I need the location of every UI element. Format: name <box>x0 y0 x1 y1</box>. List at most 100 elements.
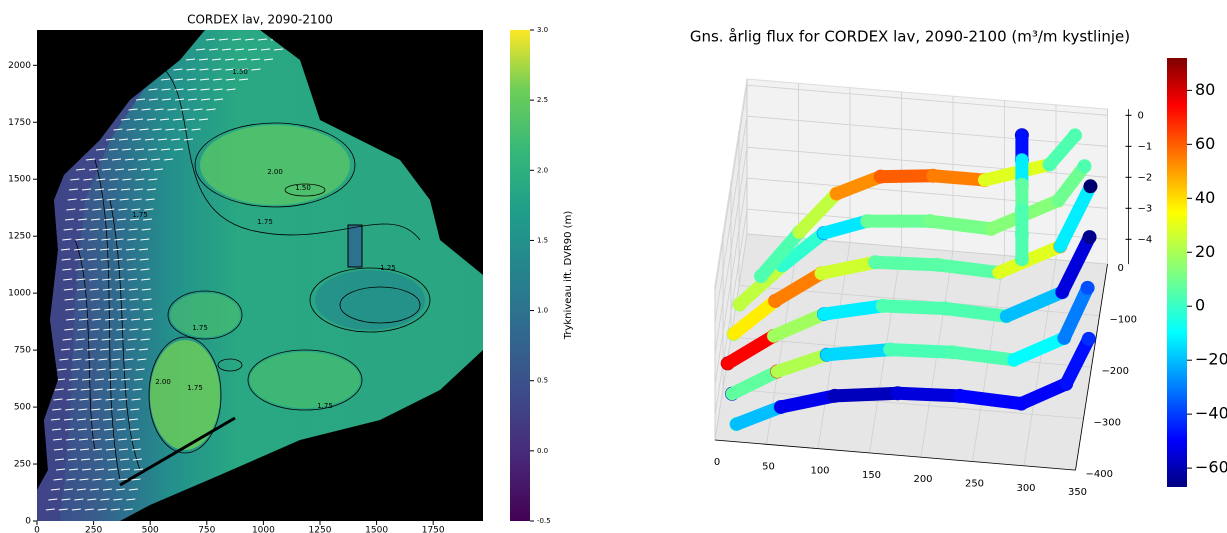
flow-arrow <box>65 408 75 411</box>
flow-arrow <box>61 258 71 261</box>
flow-arrow <box>133 118 144 121</box>
flow-arrow <box>130 408 140 411</box>
flow-arrow <box>244 38 255 41</box>
flow-arrow <box>67 458 78 461</box>
flow-arrow <box>127 168 138 171</box>
track-segment <box>768 266 828 308</box>
flow-arrow <box>75 168 86 171</box>
flow-arrow <box>74 258 84 261</box>
flow-arrow <box>237 58 248 61</box>
flow-arrow <box>64 298 74 301</box>
flow-arrow <box>99 348 110 351</box>
grid-line <box>746 115 1108 147</box>
colorbar-tick-label: 0 <box>1195 296 1205 315</box>
flow-arrow <box>79 208 89 211</box>
flow-arrow <box>52 438 63 441</box>
flow-arrow <box>90 218 101 221</box>
flow-arrow <box>60 248 71 251</box>
flow-arrow <box>90 328 100 331</box>
structure <box>119 416 236 487</box>
flow-arrow <box>135 178 145 181</box>
flow-arrow <box>53 448 64 451</box>
track-segment <box>754 225 806 283</box>
low-region <box>347 224 363 268</box>
track-segment <box>923 214 998 236</box>
flow-arrow <box>67 198 77 201</box>
flow-arrow <box>263 58 274 61</box>
flow-arrow <box>123 508 133 511</box>
flow-arrow <box>199 68 209 71</box>
y-tick-label: 1750 <box>8 118 31 128</box>
flow-arrow <box>78 308 88 311</box>
flow-arrow <box>117 318 128 321</box>
flow-arrow <box>77 298 87 301</box>
contour-lines <box>74 69 431 481</box>
x-axis <box>714 439 1076 471</box>
flow-arrow <box>80 458 91 461</box>
flow-arrow <box>89 418 100 421</box>
flow-arrow <box>68 378 79 381</box>
flow-arrow <box>213 98 224 101</box>
flow-arrow <box>54 458 65 461</box>
flow-arrow <box>79 478 89 481</box>
flow-arrow <box>83 368 93 371</box>
track-segment <box>926 169 992 187</box>
flow-arrow <box>140 168 151 171</box>
flow-arrow <box>109 178 119 181</box>
flow-arrow <box>83 178 93 181</box>
flow-arrow <box>119 388 129 391</box>
flow-arrow <box>137 358 147 361</box>
flow-arrow <box>105 398 115 401</box>
flow-arrow <box>92 448 103 451</box>
x-tick-label: 0 <box>34 526 40 533</box>
flow-arrow <box>148 88 158 91</box>
flow-arrow <box>102 418 113 421</box>
flow-arrow <box>77 218 88 221</box>
point <box>1014 252 1029 267</box>
point <box>1082 230 1097 245</box>
grid-line <box>722 388 1084 419</box>
grid-line <box>714 147 748 354</box>
flow-arrow <box>84 508 94 511</box>
flow-arrow <box>81 468 92 471</box>
flow-arrow <box>273 48 284 51</box>
flow-arrow <box>62 268 72 271</box>
flow-arrow <box>191 128 201 131</box>
flow-arrow <box>66 478 76 481</box>
flow-arrow <box>148 98 159 101</box>
flow-arrow <box>129 328 139 331</box>
flow-arrow <box>127 338 137 341</box>
flow-arrow <box>117 308 127 311</box>
flow-arrow <box>106 458 117 461</box>
y-tick-label: −400 <box>1086 469 1113 480</box>
flow-arrow <box>115 488 125 491</box>
flow-arrow <box>128 278 138 281</box>
flow-arrow <box>53 478 63 481</box>
z-tick-label: −4 <box>1138 234 1153 245</box>
contour-label: 1.75 <box>132 211 148 219</box>
flow-arrow <box>101 168 112 171</box>
flow-arrow <box>142 328 152 331</box>
colorbar-tick-label: 40 <box>1195 188 1215 207</box>
track-segment <box>767 307 831 343</box>
flow-arrow <box>139 128 149 131</box>
y-tick-label: −300 <box>1094 418 1121 429</box>
flow-arrow <box>118 208 128 211</box>
flow-arrow <box>59 358 69 361</box>
flow-arrow <box>195 48 206 51</box>
x-tick-label: 1750 <box>422 526 445 533</box>
colorbar-tick-label: −60 <box>1195 458 1227 477</box>
track-segment <box>725 364 784 401</box>
track-segment <box>874 169 940 184</box>
flow-arrow <box>62 238 72 241</box>
y-tick-label: 1250 <box>8 232 31 242</box>
flow-arrow <box>52 408 62 411</box>
flow-arrow <box>50 418 61 421</box>
grid-line <box>714 178 748 385</box>
flow-arrow <box>185 118 196 121</box>
flow-arrow <box>74 498 84 501</box>
high-region <box>250 352 360 408</box>
contour-label: 1.75 <box>192 324 208 332</box>
flow-arrow <box>99 248 110 251</box>
